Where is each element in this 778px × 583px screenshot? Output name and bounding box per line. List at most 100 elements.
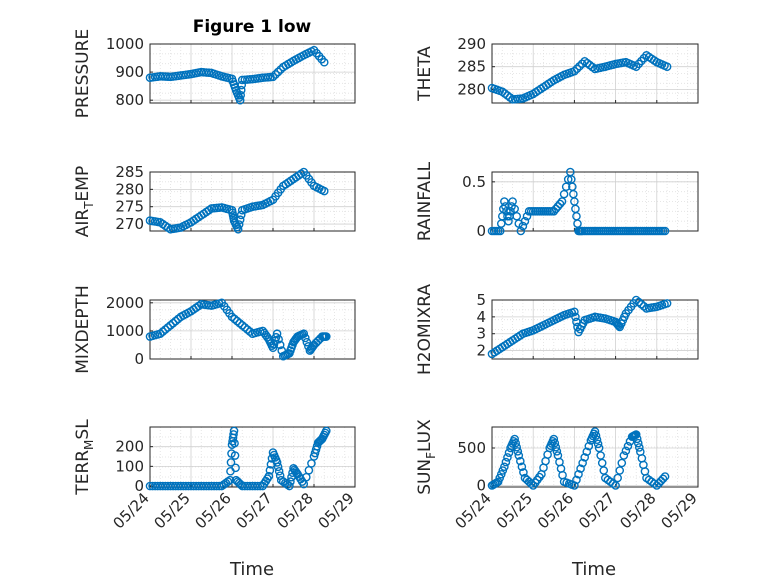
axes-box xyxy=(149,171,356,232)
data-point-interp xyxy=(633,438,643,448)
data-point xyxy=(660,472,670,481)
data-point-interp xyxy=(304,465,314,475)
data-point-interp xyxy=(596,451,605,460)
data-point-interp xyxy=(551,442,561,452)
data-point-interp xyxy=(593,439,603,449)
data-point-interp xyxy=(553,202,563,211)
data-point-interp xyxy=(615,466,625,475)
x-tick-label: 05/25 xyxy=(151,489,194,532)
data-point-interp xyxy=(275,340,285,350)
data-point-interp xyxy=(163,323,173,332)
data-point-interp xyxy=(592,435,602,445)
data-point xyxy=(508,197,517,206)
data-point xyxy=(235,95,245,105)
data-point-interp xyxy=(517,462,527,472)
y-tick-label: 280 xyxy=(457,80,486,98)
data-point-interp xyxy=(572,211,581,221)
x-axis-label-right: Time xyxy=(571,559,616,580)
data-point xyxy=(268,72,278,82)
data-point-interp xyxy=(501,457,511,467)
y-axis-label: SUNFLUX xyxy=(415,419,438,495)
data-point xyxy=(510,434,519,444)
y-tick-label: 285 xyxy=(115,163,144,181)
y-tick-label: 200 xyxy=(115,438,144,456)
data-point-interp xyxy=(563,175,573,184)
data-point-interp xyxy=(621,446,631,456)
data-point-interp xyxy=(599,466,609,475)
data-point-interp xyxy=(573,322,582,332)
data-point-interp xyxy=(580,453,590,462)
data-point-interp xyxy=(617,458,627,468)
data-point-interp xyxy=(573,219,582,228)
data-point xyxy=(500,197,509,206)
axes-box xyxy=(491,43,699,104)
data-point-interp xyxy=(574,469,583,479)
data-point-interp xyxy=(171,316,180,326)
data-point xyxy=(619,451,629,460)
data-point xyxy=(321,426,331,436)
y-tick-label: 4 xyxy=(476,308,486,326)
data-point-interp xyxy=(511,438,520,448)
data-point-interp xyxy=(229,430,238,439)
data-point-interp xyxy=(240,323,250,332)
data-point-interp xyxy=(230,438,239,448)
y-axis-label: THETA xyxy=(415,46,435,102)
data-point-interp xyxy=(236,85,246,95)
data-point xyxy=(233,224,243,234)
panel-rainfall: 0 0.5 RAINFALL xyxy=(415,161,699,241)
y-tick-label: 290 xyxy=(457,35,486,53)
data-point xyxy=(590,427,600,436)
series-air-temp xyxy=(145,167,329,234)
data-point xyxy=(166,320,175,330)
y-axis-label: RAINFALL xyxy=(415,161,435,241)
data-point-interp xyxy=(559,189,569,199)
x-tick-label: 05/28 xyxy=(274,489,317,532)
panel-mixdepth: 0 1000 2000 MIXDEPTH xyxy=(73,285,356,374)
data-point-interp xyxy=(302,337,312,347)
series-mixdepth xyxy=(145,298,331,361)
y-tick-label: 100 xyxy=(115,457,144,475)
data-point-interp xyxy=(273,462,283,472)
data-point-interp xyxy=(623,441,633,451)
data-point xyxy=(272,329,282,339)
x-tick-label: 05/26 xyxy=(192,489,235,532)
data-point xyxy=(229,426,239,436)
y-tick-label: 0.5 xyxy=(462,173,486,191)
x-tick-label: 05/24 xyxy=(110,489,153,532)
data-point-interp xyxy=(504,448,514,457)
data-point-interp xyxy=(503,453,512,462)
data-point-interp xyxy=(513,447,523,456)
axes-box xyxy=(149,426,356,488)
y-tick-label: 275 xyxy=(115,198,144,216)
y-axis-label: MIXDEPTH xyxy=(73,285,93,374)
data-point xyxy=(662,299,672,308)
data-point-interp xyxy=(230,314,239,324)
data-point xyxy=(155,329,165,339)
data-point-interp xyxy=(658,474,668,484)
data-point-interp xyxy=(274,466,284,476)
data-point-interp xyxy=(552,447,562,456)
data-point-interp xyxy=(501,202,510,211)
axes-box xyxy=(491,299,699,360)
data-point xyxy=(549,207,559,216)
data-point xyxy=(225,475,235,485)
data-point xyxy=(631,430,641,439)
data-point-interp xyxy=(234,220,244,229)
data-point xyxy=(285,481,294,491)
data-point-interp xyxy=(510,204,519,214)
data-point xyxy=(570,66,579,76)
data-point-interp xyxy=(263,332,272,342)
data-point-interp xyxy=(512,442,522,452)
x-axis-label-left: Time xyxy=(229,559,274,580)
y-tick-label: 0 xyxy=(134,477,144,495)
data-point xyxy=(662,62,672,71)
x-tick-label: 05/24 xyxy=(452,489,495,532)
y-tick-label: 5 xyxy=(476,291,486,309)
data-point xyxy=(504,216,513,226)
x-tick-label: 05/28 xyxy=(616,489,659,532)
x-tick-label: 05/25 xyxy=(493,489,536,532)
series-theta xyxy=(487,51,672,104)
